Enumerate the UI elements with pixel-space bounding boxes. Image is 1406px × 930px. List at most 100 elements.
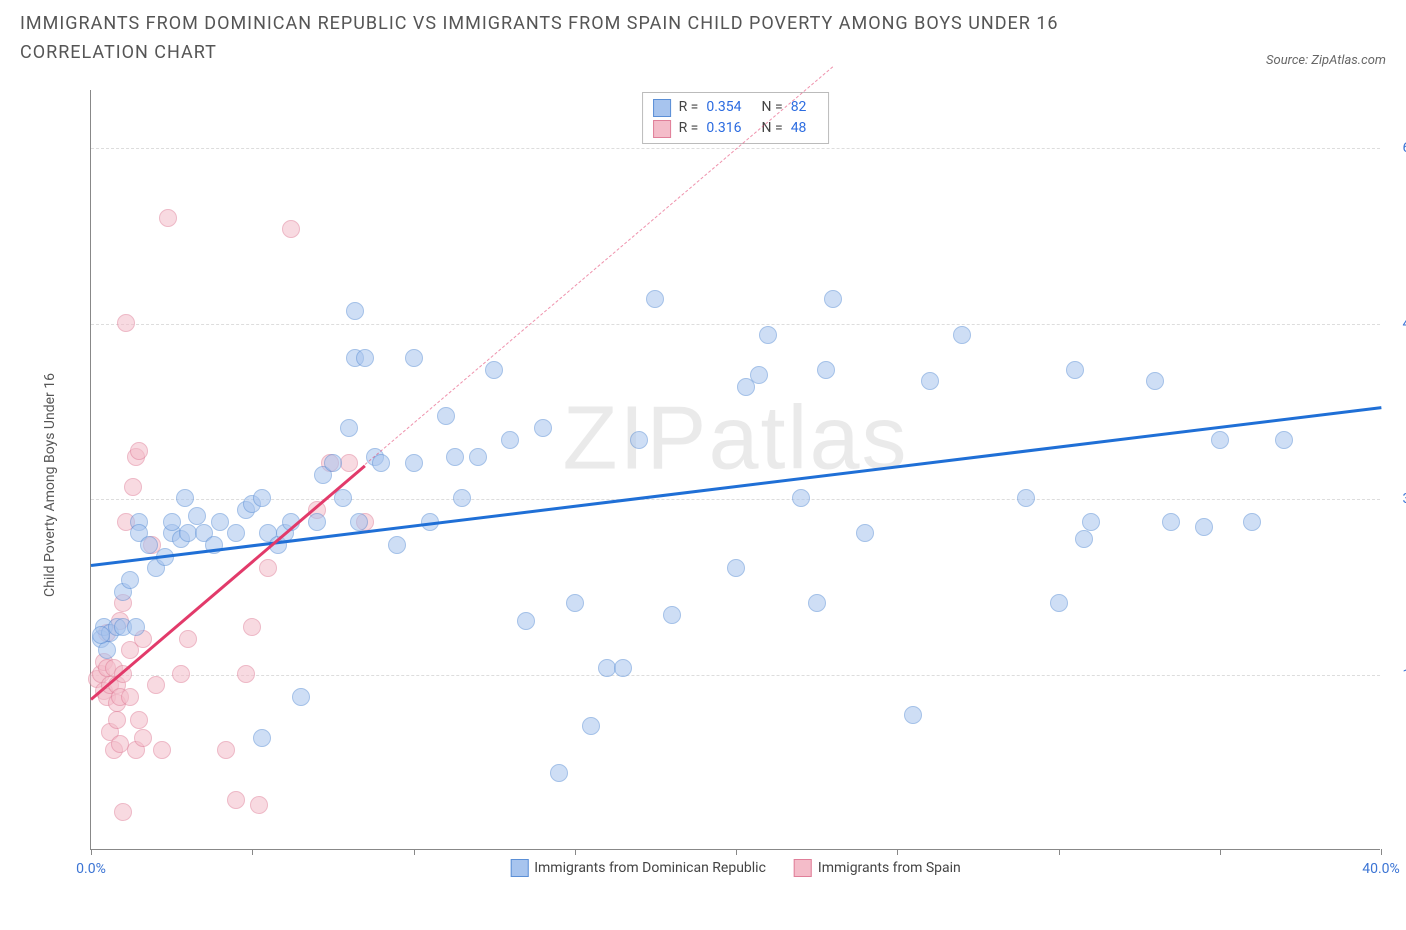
data-point [405,349,423,367]
data-point [92,626,110,644]
data-point [227,791,245,809]
trend-extension [365,67,833,465]
data-point [153,741,171,759]
data-point [501,431,519,449]
data-point [134,729,152,747]
data-point [614,659,632,677]
swatch-icon [794,859,812,877]
data-point [121,571,139,589]
data-point [127,618,145,636]
data-point [1075,530,1093,548]
data-point [372,454,390,472]
data-point [1017,489,1035,507]
trend-line [91,406,1381,567]
data-point [121,688,139,706]
y-axis-label: Child Poverty Among Boys Under 16 [42,373,58,597]
data-point [1146,372,1164,390]
data-point [517,612,535,630]
x-tick-mark [252,849,253,855]
data-point [534,419,552,437]
r-label: R = [679,118,699,139]
chart-area: Child Poverty Among Boys Under 16 ZIPatl… [60,90,1380,880]
data-point [437,407,455,425]
plot-region: ZIPatlas R = 0.354 N = 82 R = 0.316 N = … [90,90,1380,850]
data-point [250,796,268,814]
data-point [1195,518,1213,536]
x-tick-label: 0.0% [76,861,106,877]
data-point [921,372,939,390]
data-point [117,314,135,332]
data-point [1275,431,1293,449]
y-tick-label: 15.0% [1385,667,1406,683]
data-point [750,366,768,384]
data-point [727,559,745,577]
data-point [1162,513,1180,531]
gridline [91,499,1380,500]
legend-item: Immigrants from Dominican Republic [510,859,766,877]
x-tick-mark [897,849,898,855]
data-point [792,489,810,507]
data-point [340,454,358,472]
data-point [446,448,464,466]
data-point [172,665,190,683]
data-point [217,741,235,759]
y-tick-label: 30.0% [1385,491,1406,507]
data-point [646,290,664,308]
data-point [340,419,358,437]
swatch-icon [510,859,528,877]
data-point [346,302,364,320]
data-point [259,559,277,577]
data-point [808,594,826,612]
data-point [108,711,126,729]
x-tick-mark [736,849,737,855]
data-point [140,536,158,554]
data-point [485,361,503,379]
y-tick-label: 60.0% [1385,140,1406,156]
legend-item: Immigrants from Spain [794,859,961,877]
stats-legend: R = 0.354 N = 82 R = 0.316 N = 48 [642,92,830,144]
data-point [817,361,835,379]
data-point [1050,594,1068,612]
data-point [253,729,271,747]
x-tick-mark [91,849,92,855]
data-point [1211,431,1229,449]
swatch-icon [653,120,671,138]
data-point [188,507,206,525]
n-label: N = [762,97,783,118]
data-point [550,764,568,782]
data-point [130,442,148,460]
data-point [282,220,300,238]
data-point [179,630,197,648]
stat-row: R = 0.316 N = 48 [653,118,819,139]
gridline [91,675,1380,676]
data-point [856,524,874,542]
gridline [91,324,1380,325]
chart-title: IMMIGRANTS FROM DOMINICAN REPUBLIC VS IM… [20,10,1170,68]
data-point [388,536,406,554]
data-point [308,513,326,531]
source-label: Source: ZipAtlas.com [1266,53,1386,68]
data-point [582,717,600,735]
data-point [1066,361,1084,379]
r-value: 0.354 [706,97,741,118]
data-point [630,431,648,449]
x-tick-label: 40.0% [1362,861,1400,877]
r-value: 0.316 [706,118,741,139]
data-point [350,513,368,531]
data-point [1243,513,1261,531]
data-point [469,448,487,466]
data-point [453,489,471,507]
data-point [237,665,255,683]
n-label: N = [762,118,783,139]
r-label: R = [679,97,699,118]
data-point [904,706,922,724]
n-value: 48 [791,118,807,139]
y-tick-label: 45.0% [1385,316,1406,332]
data-point [130,711,148,729]
legend-label: Immigrants from Spain [818,860,961,876]
legend-label: Immigrants from Dominican Republic [534,860,766,876]
data-point [953,326,971,344]
data-point [163,513,181,531]
watermark: ZIPatlas [562,388,908,491]
data-point [176,489,194,507]
